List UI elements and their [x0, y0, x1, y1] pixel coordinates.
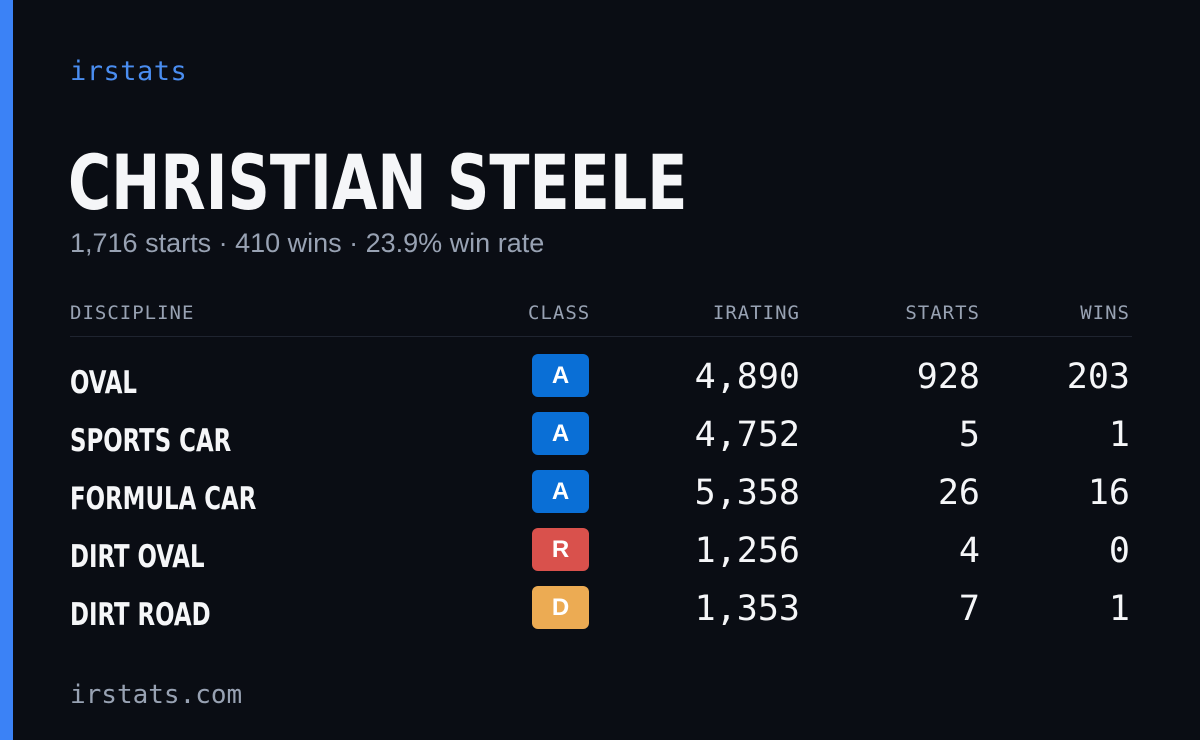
table-row: DIRT ROAD D 1,353 7 1	[70, 585, 1132, 643]
footer-url: irstats.com	[70, 680, 243, 710]
discipline-name: FORMULA CAR	[70, 481, 257, 517]
table-row: FORMULA CAR A 5,358 26 16	[70, 469, 1132, 527]
table-row: SPORTS CAR A 4,752 5 1	[70, 411, 1132, 469]
stats-table: DISCIPLINE CLASS IRATING STARTS WINS OVA…	[70, 296, 1132, 643]
wins-value: 1	[1108, 589, 1130, 629]
table-body: OVAL A 4,890 928 203 SPORTS CAR A 4,752 …	[70, 353, 1132, 643]
wins-value: 203	[1066, 357, 1130, 397]
irating-value: 1,256	[694, 531, 800, 571]
table-header: DISCIPLINE CLASS IRATING STARTS WINS	[70, 296, 1132, 337]
header-irating: IRATING	[712, 302, 800, 324]
header-discipline: DISCIPLINE	[70, 302, 195, 324]
irating-value: 1,353	[694, 589, 800, 629]
accent-bar	[0, 0, 13, 740]
header-class: CLASS	[528, 302, 591, 324]
wins-value: 1	[1108, 415, 1130, 455]
discipline-name: SPORTS CAR	[70, 423, 232, 459]
header-wins: WINS	[1080, 302, 1130, 324]
starts-value: 928	[916, 357, 980, 397]
irating-value: 4,752	[694, 415, 800, 455]
license-class-badge: R	[532, 528, 589, 571]
starts-value: 7	[958, 589, 980, 629]
license-class-badge: A	[532, 412, 589, 455]
license-class-badge: A	[532, 470, 589, 513]
table-row: OVAL A 4,890 928 203	[70, 353, 1132, 411]
brand-logo: irstats	[70, 56, 188, 87]
career-summary: 1,716 starts · 410 wins · 23.9% win rate	[70, 228, 545, 258]
license-class-badge: A	[532, 354, 589, 397]
discipline-name: OVAL	[70, 365, 138, 401]
table-row: DIRT OVAL R 1,256 4 0	[70, 527, 1132, 585]
starts-value: 4	[958, 531, 980, 571]
starts-value: 5	[958, 415, 980, 455]
discipline-name: DIRT ROAD	[70, 597, 211, 633]
discipline-name: DIRT OVAL	[70, 539, 205, 575]
driver-name: CHRISTIAN STEELE	[68, 138, 688, 227]
wins-value: 0	[1108, 531, 1130, 571]
wins-value: 16	[1087, 473, 1130, 513]
header-starts: STARTS	[905, 302, 980, 324]
license-class-badge: D	[532, 586, 589, 629]
irating-value: 5,358	[694, 473, 800, 513]
starts-value: 26	[937, 473, 980, 513]
irating-value: 4,890	[694, 357, 800, 397]
